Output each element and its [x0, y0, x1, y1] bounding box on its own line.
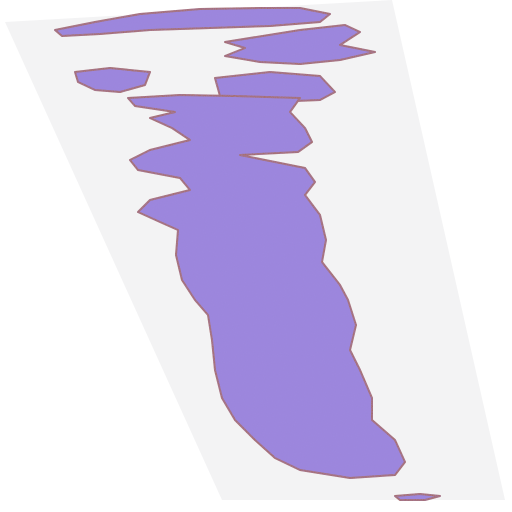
tissue: [54, 7, 441, 501]
tissue-bottom-fragment: [394, 493, 441, 501]
tissue-left-fragment: [74, 67, 151, 93]
tissue-main-body: [127, 94, 406, 479]
tissue-second-strip: [224, 24, 376, 65]
tissue-top-strip: [54, 7, 331, 37]
